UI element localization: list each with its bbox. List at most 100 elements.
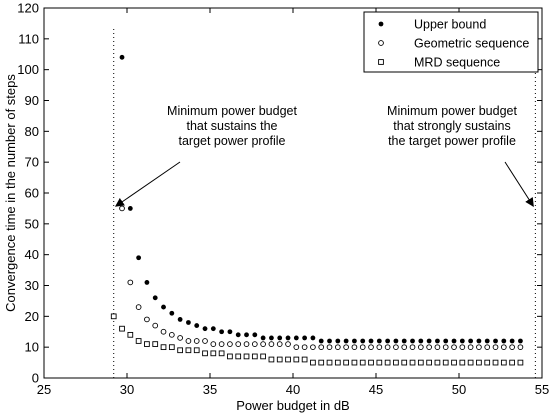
data-point [135,338,142,344]
data-point [518,338,523,344]
data-point [326,344,333,351]
data-point [376,344,383,351]
data-point [235,353,242,360]
legend-label: Geometric sequence [414,37,529,51]
data-point [293,335,299,341]
data-point [401,338,407,344]
data-point [301,356,308,363]
y-tick-label: 60 [25,186,39,201]
data-point [326,359,333,366]
legend-label: MRD sequence [414,56,500,70]
data-point [368,338,374,344]
data-point [368,359,374,366]
data-point [193,347,200,354]
data-point [260,341,266,347]
y-tick-label: 80 [25,124,39,139]
data-point [269,335,274,341]
data-point [144,316,150,323]
data-point [401,359,408,366]
y-tick-label: 70 [25,155,39,170]
data-point [285,341,291,347]
y-tick-label: 20 [25,309,39,324]
data-point [318,359,325,366]
data-point [218,341,225,347]
data-point [418,338,424,344]
data-point [384,344,391,351]
data-point [244,332,249,338]
y-tick-label: 90 [25,93,39,108]
data-point [119,205,125,212]
annotation-line: that strongly sustains [393,119,510,133]
data-point [327,338,332,344]
data-point [144,280,150,285]
y-tick-label: 40 [25,247,39,262]
data-point [127,206,133,211]
data-point [459,359,466,366]
data-point [202,350,208,357]
legend-label: Upper bound [414,18,486,32]
data-point [493,338,498,344]
data-point [277,335,283,341]
legend: Upper bound Geometric sequence MRD sequenc… [363,11,539,73]
data-point [426,338,432,344]
data-point [351,359,358,366]
data-point [484,344,491,351]
data-point [335,338,341,344]
data-point [393,338,399,344]
data-point [186,320,191,325]
annotation-line: Minimum power budget [167,104,297,118]
data-point [376,359,383,366]
data-point [310,344,316,351]
x-tick-label: 25 [37,382,51,397]
data-point [334,344,341,351]
data-point [434,344,441,351]
data-point [252,332,258,338]
data-point [251,353,258,360]
y-tick-label: 10 [25,340,39,355]
data-point [210,326,216,332]
data-point [177,317,183,322]
data-point [135,304,142,310]
data-point [492,344,499,351]
data-point [384,359,391,366]
data-point [501,338,507,344]
data-point [451,344,457,351]
data-point [318,338,324,344]
data-point [160,344,167,351]
x-tick-label: 50 [452,382,466,397]
data-point [343,344,349,351]
legend-entry-1: Geometric sequence [378,37,529,51]
data-point [177,335,183,341]
data-point [517,359,524,366]
data-point [359,359,366,366]
data-point [434,359,441,366]
data-point [401,344,408,351]
data-point [467,359,474,366]
data-point [417,344,424,351]
data-point [110,313,117,320]
data-point [152,295,158,301]
data-point [243,341,250,347]
data-point [227,341,233,347]
data-point [360,338,366,344]
x-axis-label: Power budget in dB [236,398,349,413]
data-point [293,356,300,363]
data-point [202,326,208,332]
data-point [359,344,366,351]
annotation-arrow [114,161,181,207]
data-point [442,344,449,351]
data-point [268,341,275,347]
data-point [243,353,250,360]
data-point [202,338,208,344]
data-point [302,335,308,341]
data-point [160,328,167,335]
annotation-line: the target power profile [388,134,516,148]
legend-entry-2: MRD sequence [378,56,500,70]
data-point [194,323,200,328]
data-point [251,341,258,347]
data-point [219,329,225,335]
